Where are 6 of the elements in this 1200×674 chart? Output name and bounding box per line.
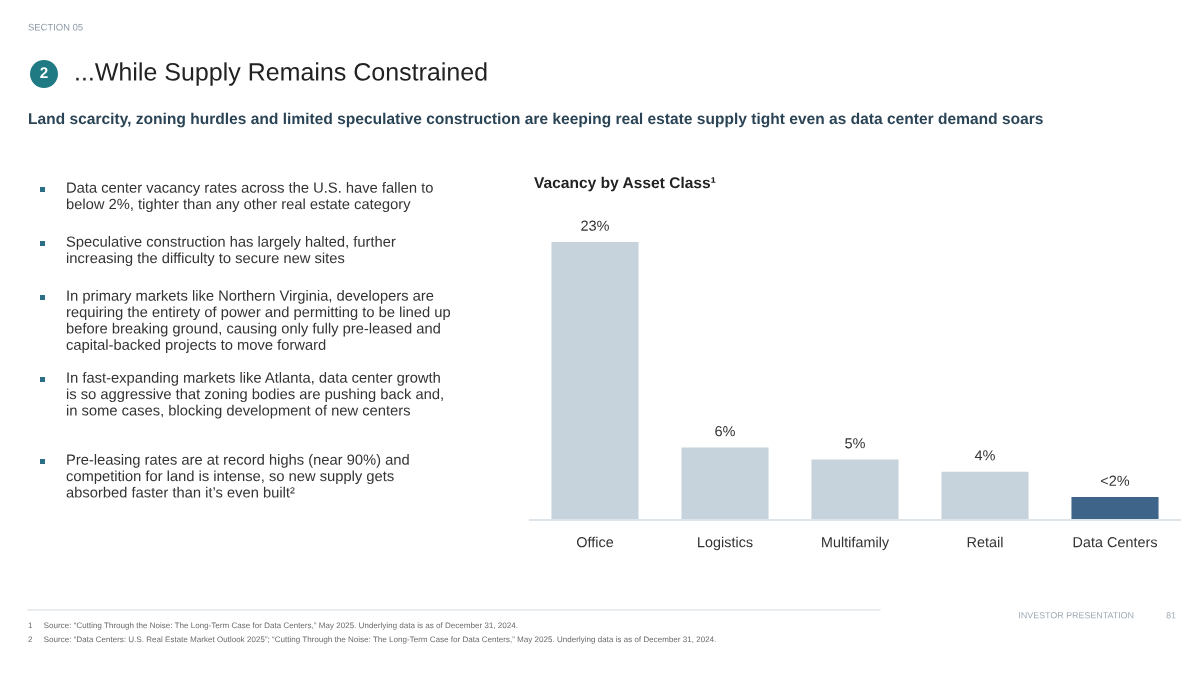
bar	[681, 447, 769, 520]
text: ...While Supply Remains Constrained	[76, 62, 487, 86]
bar	[941, 471, 1029, 520]
bar	[1071, 497, 1159, 520]
bar	[551, 242, 639, 520]
bar	[811, 459, 899, 520]
